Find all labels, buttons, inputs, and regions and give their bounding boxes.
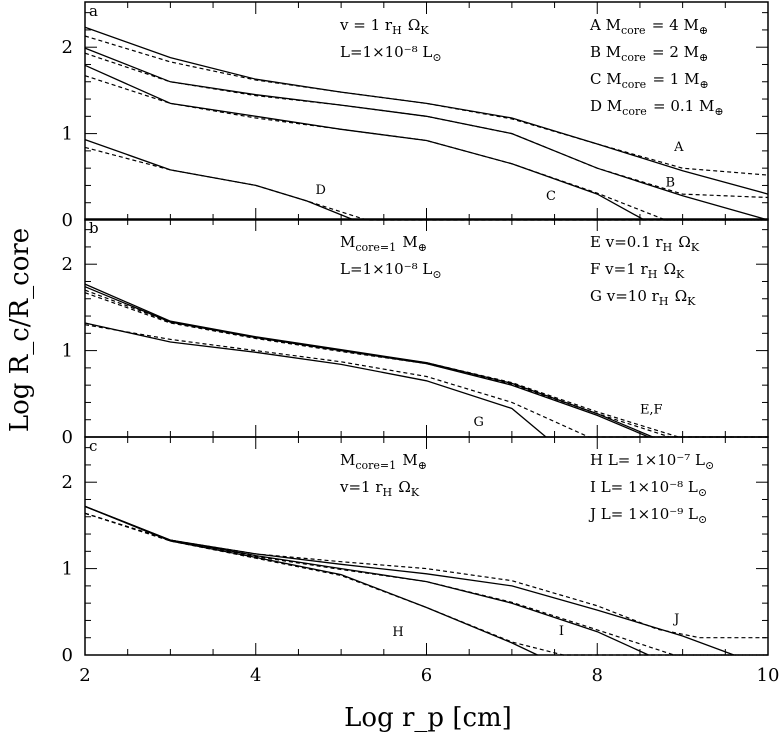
series-solid-line: [84, 283, 653, 438]
x-tick-label: 6: [421, 665, 432, 686]
legend-right-line: B Mcore = 2 M⊕: [590, 43, 710, 64]
panel-a: 0 1 2a A B C Dv = 1 rH ΩK L=1×10⁻⁸ L⊙ A Mcore …: [62, 1, 769, 231]
series-solid-line: [84, 64, 645, 221]
legend-right-line: I L= 1×10⁻⁸ L⊙: [590, 478, 709, 499]
series-dashed-line: [84, 35, 769, 176]
x-tick-label: 8: [592, 665, 603, 686]
series-c: C: [84, 64, 768, 221]
x-tick-label: 2: [79, 665, 90, 686]
series-dashed-line: [84, 512, 768, 639]
ticks: [84, 437, 769, 656]
legend-right-line: H L= 1×10⁻⁷ L⊙: [590, 451, 716, 472]
curve-label: C: [546, 189, 556, 204]
x-tick-label: 10: [757, 665, 780, 686]
curve-label: E,F: [640, 403, 663, 418]
series-d: D: [84, 138, 768, 221]
series-dashed-line: [84, 324, 768, 438]
panel-letter: c: [89, 437, 97, 455]
y-tick-label: 1: [62, 559, 73, 580]
series-a: A: [84, 26, 769, 195]
series-solid-line: [84, 138, 355, 221]
series-solid-line: [84, 286, 649, 438]
series-solid-line: [84, 322, 547, 438]
legend-right-line: G v=10 rH ΩK: [590, 287, 697, 308]
series-dashed-line: [84, 289, 768, 438]
series-b: B: [84, 47, 769, 221]
series-dashed-line: [84, 512, 768, 656]
curve-label: B: [666, 175, 676, 190]
legend-left-line: v=1 rH ΩK: [339, 478, 421, 499]
panel-b: 0 1 2b E,F G Mcore=1 M⊕ L=1×10⁻⁸ L⊙ E v=0.1 r…: [62, 218, 769, 448]
series-dashed-line: [84, 292, 768, 438]
series-solid-line: [84, 505, 538, 656]
legend-left-line: Mcore=1 M⊕: [340, 233, 429, 254]
ticks: [84, 2, 769, 221]
y-tick-label: 0: [62, 210, 73, 231]
curve-label: H: [392, 625, 403, 640]
series-solid-line: [84, 26, 769, 195]
y-tick-label: 2: [62, 254, 73, 275]
series-solid-line: [84, 47, 769, 221]
series-j: J: [84, 505, 768, 656]
series-g: G: [84, 322, 768, 438]
series-dashed-line: [84, 146, 768, 221]
curve-label: G: [473, 415, 483, 430]
y-tick-label: 1: [62, 124, 73, 145]
legend-left-line: Mcore=1 M⊕: [340, 451, 429, 472]
series-h: H: [84, 505, 768, 656]
x-axis-title: Log r_p [cm]: [344, 703, 512, 733]
legend-right-line: A Mcore = 4 M⊕: [589, 16, 710, 37]
y-tick-label: 2: [62, 472, 73, 493]
curve-label: J: [672, 612, 679, 627]
series-dashed-line: [84, 512, 768, 656]
y-tick-label: 0: [62, 645, 73, 666]
y-tick-label: 0: [62, 427, 73, 448]
series-e: [84, 283, 768, 438]
y-tick-label: 1: [62, 341, 73, 362]
series-solid-line: [84, 505, 735, 656]
x-tick-label: 4: [250, 665, 261, 686]
curve-label: A: [673, 140, 684, 155]
legend-right-line: E v=0.1 rH ΩK: [590, 233, 701, 254]
series-dashed-line: [84, 75, 768, 221]
curve-label: D: [316, 183, 326, 198]
legend-left-line: L=1×10⁻⁸ L⊙: [340, 260, 443, 281]
panel-letter: b: [89, 219, 99, 237]
curve-label: I: [559, 624, 564, 639]
legend-right-line: J L= 1×10⁻⁹ L⊙: [588, 505, 709, 526]
legend-right-line: C Mcore = 1 M⊕: [590, 70, 710, 91]
y-tick-label: 2: [62, 37, 73, 58]
series-ef: E,F: [84, 286, 768, 438]
legend-right-line: D Mcore = 0.1 M⊕: [590, 97, 725, 118]
series-i: I: [84, 505, 768, 656]
legend-left-line: v = 1 rH ΩK: [339, 16, 430, 37]
legend-right-line: F v=1 rH ΩK: [590, 260, 686, 281]
panel-letter: a: [89, 2, 98, 20]
y-axis-title: Log R_c/R_core: [5, 228, 35, 432]
legend-left-line: L=1×10⁻⁸ L⊙: [340, 43, 443, 64]
